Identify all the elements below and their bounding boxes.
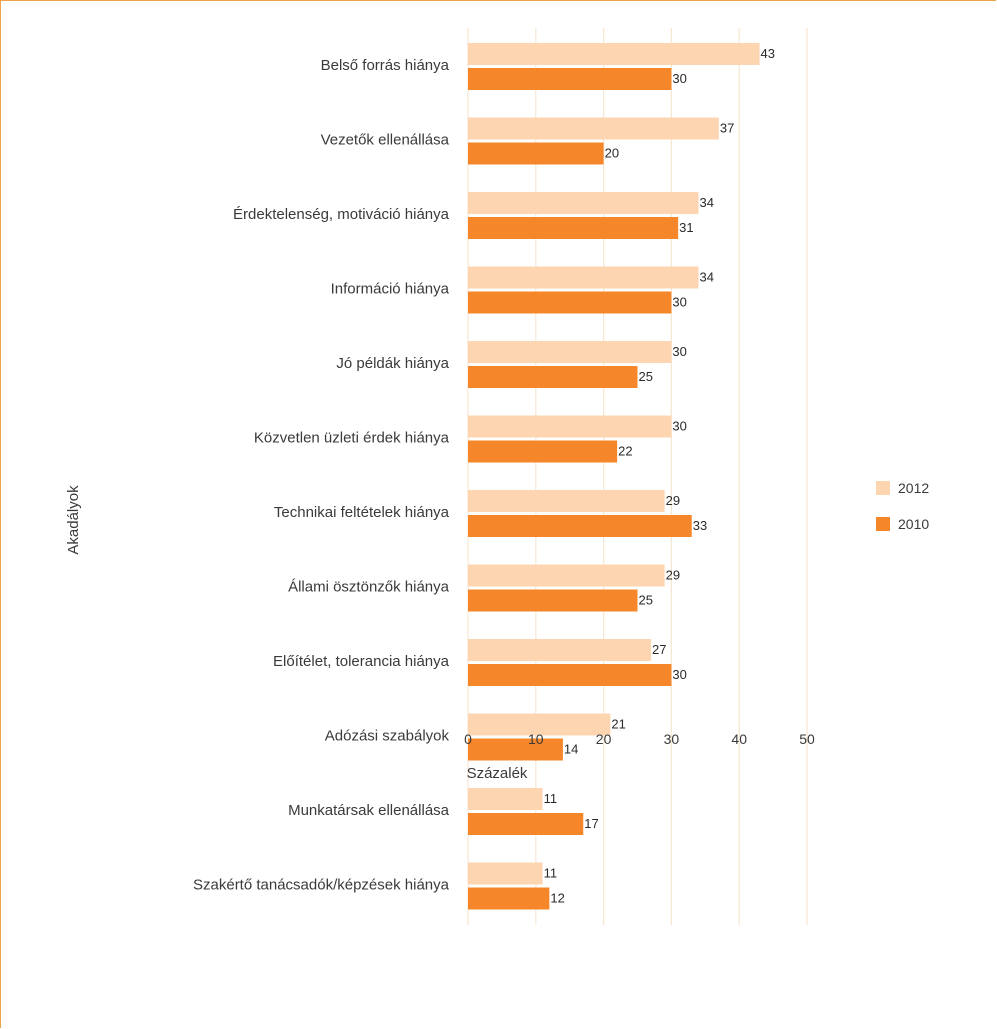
- value-label: 27: [652, 642, 666, 657]
- value-label: 25: [639, 369, 653, 384]
- value-label: 29: [666, 568, 680, 583]
- bar-2012: [468, 415, 672, 438]
- bar-2010: [468, 366, 638, 388]
- bar-2010: [468, 440, 618, 463]
- bar-2010: [468, 68, 672, 90]
- value-label: 11: [544, 866, 558, 881]
- x-tick-label: 50: [799, 731, 815, 747]
- value-label: 22: [618, 444, 632, 459]
- bar-2010: [468, 813, 584, 835]
- bar-2012: [468, 788, 543, 810]
- value-label: 30: [672, 71, 686, 86]
- x-axis-ticks: 0 10 20 30 40 50: [464, 731, 815, 747]
- category-label: Adózási szabályok: [325, 728, 450, 745]
- value-label: 25: [639, 593, 653, 608]
- bar-2012: [468, 564, 665, 587]
- value-label: 30: [672, 344, 686, 359]
- legend-swatch-2012: [876, 481, 890, 495]
- bar-2010: [468, 664, 672, 686]
- bar-2012: [468, 117, 719, 140]
- y-axis-title: Akadályok: [65, 485, 82, 555]
- bar-2010: [468, 589, 638, 612]
- category-label: Jó példák hiánya: [336, 355, 449, 372]
- bar-2010: [468, 738, 563, 761]
- value-label: 33: [693, 518, 707, 533]
- gridlines: [467, 28, 808, 925]
- category-label: Munkatársak ellenállása: [288, 802, 450, 819]
- bar-2012: [468, 713, 611, 736]
- bar-2012: [468, 192, 699, 214]
- x-tick-label: 30: [664, 731, 680, 747]
- bar-2010: [468, 887, 550, 910]
- value-label: 31: [679, 220, 693, 235]
- bar-2012: [468, 639, 652, 661]
- category-label: Állami ösztönzők hiánya: [288, 579, 450, 596]
- bar-2010: [468, 142, 604, 165]
- bar-2010: [468, 217, 679, 239]
- legend-swatch-2010: [876, 517, 890, 531]
- value-label: 17: [584, 816, 598, 831]
- bar-2012: [468, 490, 665, 512]
- bar-2010: [468, 291, 672, 314]
- value-label: 12: [550, 891, 564, 906]
- bar-2010: [468, 515, 692, 537]
- labels: Belső forrás hiánya 43 30 Vezetők ellenállá…: [193, 46, 775, 906]
- category-label: Információ hiánya: [331, 281, 450, 298]
- x-axis-title: Százalék: [467, 765, 528, 782]
- bars: [468, 43, 760, 910]
- legend-label: 2010: [898, 516, 929, 532]
- category-label: Vezetők ellenállása: [321, 132, 450, 149]
- value-label: 37: [720, 121, 734, 136]
- value-label: 30: [672, 295, 686, 310]
- bar-2012: [468, 266, 699, 289]
- value-label: 11: [544, 791, 558, 806]
- bar-2012: [468, 341, 672, 363]
- value-label: 29: [666, 493, 680, 508]
- value-label: 20: [605, 146, 619, 161]
- value-label: 34: [700, 195, 714, 210]
- bar-2012: [468, 862, 543, 885]
- value-label: 30: [672, 667, 686, 682]
- category-label: Belső forrás hiánya: [321, 57, 450, 74]
- category-label: Közvetlen üzleti érdek hiánya: [254, 430, 450, 447]
- x-tick-label: 10: [528, 731, 544, 747]
- x-tick-label: 40: [731, 731, 747, 747]
- x-tick-label: 20: [596, 731, 612, 747]
- value-label: 34: [700, 270, 714, 285]
- category-label: Szakértő tanácsadók/képzések hiánya: [193, 877, 450, 894]
- bar-2012: [468, 43, 760, 65]
- legend-label: 2012: [898, 480, 929, 496]
- value-label: 43: [761, 46, 775, 61]
- category-label: Technikai feltételek hiánya: [274, 504, 450, 521]
- x-tick-label: 0: [464, 731, 472, 747]
- category-label: Előítélet, tolerancia hiánya: [273, 653, 450, 670]
- value-label: 21: [611, 717, 625, 732]
- legend: 2012 2010: [876, 480, 929, 532]
- value-label: 30: [672, 419, 686, 434]
- value-label: 14: [564, 742, 578, 757]
- category-label: Érdektelenség, motiváció hiánya: [233, 206, 450, 223]
